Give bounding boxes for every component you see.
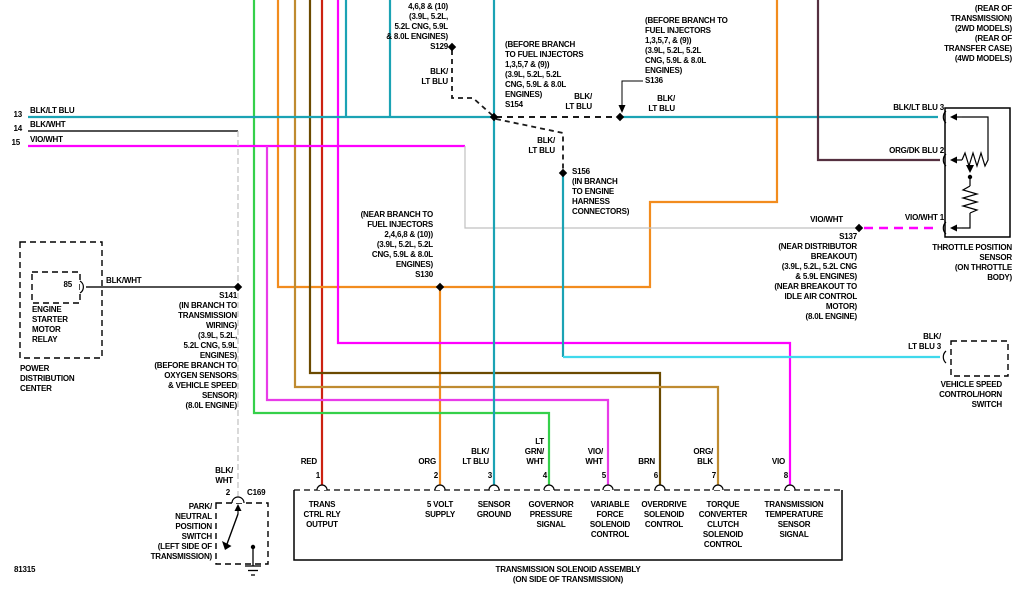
s136-leader [621,80,643,107]
wire-vio-wht-gray-run [464,146,855,229]
splice-s129 [447,42,457,52]
wire-dashed-s129 [451,50,493,116]
wire-lt-grn-wht [252,0,551,485]
relay-box [31,271,81,304]
wire-vio-wht-branch-pin5 [265,146,610,485]
vss-box [950,340,1009,377]
relay-pin-bracket [79,280,84,294]
tps-pot-wiper-dot [967,174,973,180]
connector-bump-6 [654,484,666,491]
tps-pin1-bracket [942,221,947,235]
pnp-switch-lever [226,513,239,545]
wire-brn [308,0,662,485]
connector-bump-2 [434,484,446,491]
splice-s154 [489,112,499,122]
pnp-switch-post-arrow [234,504,242,511]
connector-box [293,490,843,561]
s136-leader-arrow [618,105,626,113]
wire-org-dk-blu [816,0,940,162]
tps-pot-resistor-h [961,150,989,169]
connector-bump-5 [602,484,614,491]
connector-bump-8 [784,484,796,491]
pnp-switch-lever-arrow [222,541,232,550]
tps-pin3-arrow [950,113,957,121]
wire-org [276,0,779,289]
wire-dashed-s156 [495,118,564,170]
pdc-box [19,241,103,359]
tps-pin2-bracket [942,153,947,167]
tps-pot-wiper-arrow [966,165,974,173]
connector-bump-1 [316,484,328,491]
connector-bump-4 [543,484,555,491]
wire-org-blk [293,0,720,485]
connector-bump-3 [488,484,500,491]
tps-pin2-arrow [950,156,957,164]
tps-pot-resistor-v [960,185,980,214]
splice-s136 [615,112,625,122]
tps-pot-track-top [962,116,989,154]
splice-s156 [558,168,568,178]
tps-pin3-bracket [942,110,947,124]
ground-symbol [245,565,261,576]
splice-s130 [435,282,445,292]
splice-s141 [233,282,243,292]
pnp-box [215,502,269,565]
splice-s137 [854,223,864,233]
tps-pin1-arrow [950,224,957,232]
tps-box [944,107,1011,238]
c169-bump [231,496,245,504]
vss-pin-bracket [942,350,947,364]
connector-bump-7 [712,484,724,491]
tps-pot-track-bottom [962,213,971,229]
